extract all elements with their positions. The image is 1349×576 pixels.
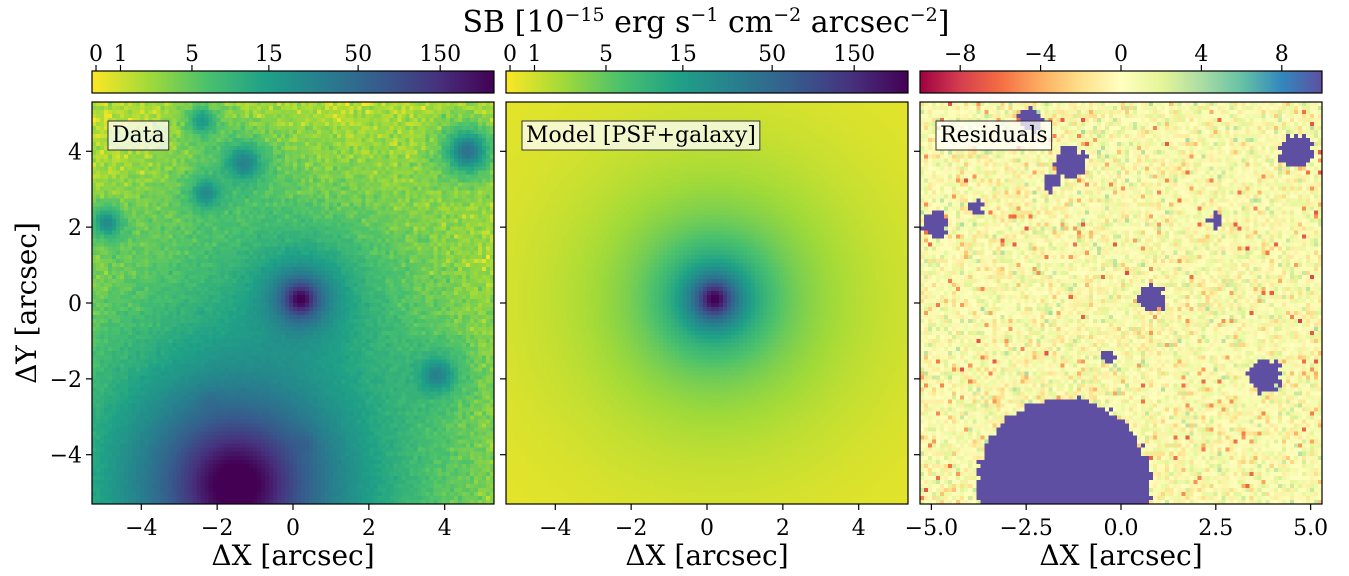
colorbar-tick-label: 0 — [89, 42, 103, 67]
x-tick-label: 0.0 — [1104, 516, 1139, 541]
x-tick-label: 2 — [776, 516, 790, 541]
colorbar-tick-label: 5 — [185, 42, 199, 67]
inset-label-box — [935, 120, 1053, 151]
heatmap-image — [506, 102, 908, 504]
colorbar-tick-label: 0 — [503, 42, 517, 67]
heatmap-image — [920, 102, 1322, 504]
inset-label: Data — [112, 123, 165, 148]
x-tick-label: 0 — [286, 516, 300, 541]
x-axis-label: ΔX [arcsec] — [1039, 539, 1202, 572]
colorbar-tick-label: 50 — [344, 42, 372, 67]
colorbar-tick-label: 8 — [1275, 42, 1289, 67]
x-axis-label: ΔX [arcsec] — [625, 539, 788, 572]
x-tick-label: 5.0 — [1293, 516, 1328, 541]
inset-label-box — [107, 120, 170, 151]
y-tick-label: 4 — [68, 140, 82, 165]
colorbar-gradient — [919, 70, 1323, 94]
x-tick-label: −2.5 — [999, 516, 1052, 541]
x-tick-label: −2 — [615, 516, 647, 541]
colorbar-tick-label: 150 — [833, 42, 875, 67]
colorbar-tick-label: 1 — [113, 42, 127, 67]
y-axis-label: ΔY [arcsec] — [10, 222, 43, 384]
x-tick-label: 2.5 — [1198, 516, 1233, 541]
panel-1: −4 −2 0 2 4 −4 −2 0 2 4 ΔX [arcsec] ΔY [arcsec] Data… — [10, 42, 495, 572]
x-tick-label: 2 — [362, 516, 376, 541]
x-axis-label: ΔX [arcsec] — [211, 539, 374, 572]
x-tick-label: 4 — [438, 516, 452, 541]
y-tick-label: −4 — [50, 444, 82, 469]
inset-label-box — [521, 120, 761, 151]
x-tick-label: −4 — [125, 516, 157, 541]
colorbar-tick-label: 5 — [599, 42, 613, 67]
colorbar-tick-label: −4 — [1024, 42, 1056, 67]
x-tick-label: −4 — [539, 516, 571, 541]
colorbar-title: SB [10−15 erg s−1 cm−2 arcsec−2] — [463, 4, 950, 40]
colorbar-tick-label: 150 — [419, 42, 461, 67]
inset-label: Model [PSF+galaxy] — [526, 123, 756, 148]
colorbar-tick-label: −8 — [944, 42, 976, 67]
colorbar-1: 0 1 5 15 50 150 — [89, 42, 495, 94]
y-tick-label: 0 — [68, 292, 82, 317]
heatmap-image — [92, 102, 494, 504]
x-tick-label: 0 — [700, 516, 714, 541]
colorbar-tick-label: 1 — [527, 42, 541, 67]
colorbar-3: −8 −4 0 4 8 — [919, 42, 1323, 94]
colorbar-tick-label: 15 — [255, 42, 283, 67]
colorbar-gradient — [505, 70, 909, 94]
x-tick-label: −5.0 — [905, 516, 958, 541]
colorbar-tick-label: 0 — [1114, 42, 1128, 67]
inset-label: Residuals — [940, 123, 1048, 148]
y-tick-label: −2 — [50, 368, 82, 393]
colorbar-tick-label: 50 — [758, 42, 786, 67]
colorbar-tick-label: 4 — [1194, 42, 1208, 67]
colorbar-2: 0 1 5 15 50 150 — [503, 42, 909, 94]
y-tick-label: 2 — [68, 216, 82, 241]
panel-3: −5.0 −2.5 0.0 2.5 5.0ΔX [arcsec]Residuals−8−… — [905, 42, 1328, 572]
panel-2: −4 −2 0 2 4ΔX [arcsec]Model [PSF+galaxy]0 1 5 1… — [500, 42, 909, 572]
colorbar-tick-label: 15 — [669, 42, 697, 67]
colorbar-gradient — [91, 70, 495, 94]
x-tick-label: 4 — [852, 516, 866, 541]
x-tick-label: −2 — [201, 516, 233, 541]
